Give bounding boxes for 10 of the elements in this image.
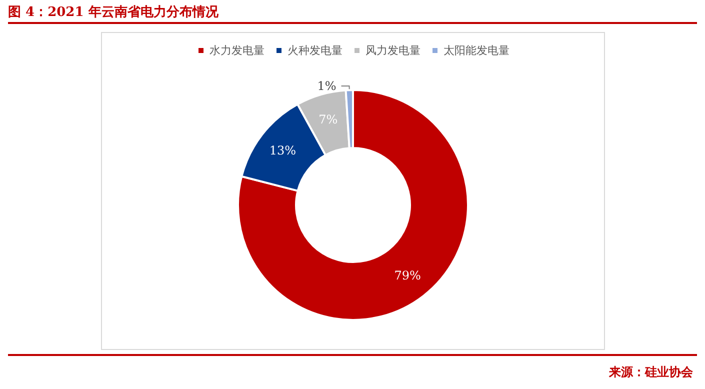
data-label: 1% bbox=[317, 79, 336, 94]
data-label: 13% bbox=[269, 143, 296, 158]
data-label: 79% bbox=[394, 268, 421, 282]
data-label: 7% bbox=[318, 112, 338, 127]
legend-label: 火种发电量 bbox=[288, 44, 342, 57]
source-note: 来源：硅业协会 bbox=[609, 364, 693, 381]
legend-label: 风力发电量 bbox=[366, 44, 420, 57]
legend-label: 水力发电量 bbox=[210, 44, 264, 57]
chart-title: 图 4：2021 年云南省电力分布情况 bbox=[8, 4, 218, 21]
legend-label: 太阳能发电量 bbox=[444, 44, 510, 57]
